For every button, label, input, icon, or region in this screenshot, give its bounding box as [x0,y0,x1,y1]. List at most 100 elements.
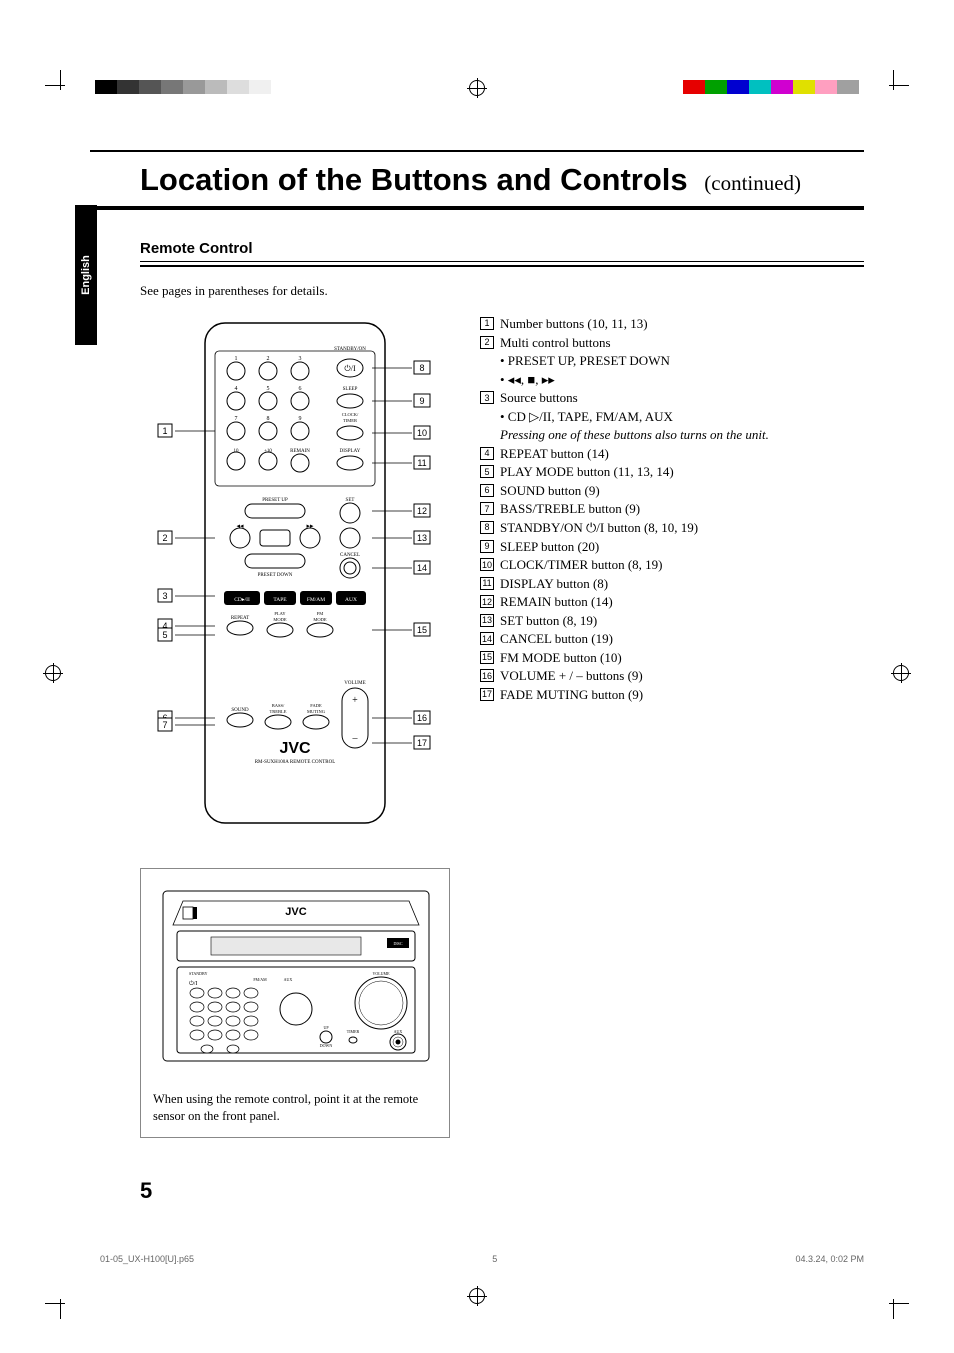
color-swatch [117,80,139,94]
page-number: 5 [140,1178,864,1204]
item-text: Source buttons [500,389,578,407]
svg-text:PRESET UP: PRESET UP [262,498,288,503]
svg-text:CD▸/II: CD▸/II [234,597,250,603]
unit-figure: JVC DISC STANDBY ⏻/I FM/AM AUX VOLUME UP… [140,868,450,1138]
svg-text:REPEAT: REPEAT [231,616,249,621]
section-rule [140,265,864,267]
unit-diagram: JVC DISC STANDBY ⏻/I FM/AM AUX VOLUME UP… [153,881,439,1081]
color-swatch [793,80,815,94]
title-bar: Location of the Buttons and Controls (co… [90,150,864,210]
svg-text:STANDBY: STANDBY [189,971,208,976]
list-item: 1Number buttons (10, 11, 13) [480,315,864,333]
footer-file: 01-05_UX-H100[U].p65 [100,1254,194,1264]
item-number: 9 [480,540,494,553]
svg-text:TAPE: TAPE [273,597,287,603]
svg-text:AUX: AUX [284,977,293,982]
svg-text:MUTING: MUTING [307,709,326,714]
crop-mark-icon [50,1284,80,1314]
svg-text:2: 2 [267,356,270,362]
color-swatch [161,80,183,94]
print-marks-top [0,40,954,100]
svg-text:3: 3 [299,356,302,362]
language-tab: English [75,205,97,345]
svg-text:SOUND: SOUND [231,708,249,713]
svg-text:JVC: JVC [279,740,311,757]
svg-text:4: 4 [235,386,238,392]
list-item: 13 SET button (8, 19) [480,612,864,630]
svg-text:PLAY: PLAY [274,611,286,616]
item-text: VOLUME + / – buttons (9) [500,667,643,685]
svg-text:14: 14 [417,563,427,573]
item-text: BASS/TREBLE button (9) [500,500,640,518]
item-number: 13 [480,614,494,627]
color-swatch [683,80,705,94]
svg-text:STANDBY/ON: STANDBY/ON [334,347,366,352]
unit-caption: When using the remote control, point it … [153,1091,437,1125]
language-label: English [80,255,92,295]
svg-text:12: 12 [417,506,427,516]
svg-text:AUX: AUX [345,597,357,603]
list-item: 4REPEAT button (14) [480,445,864,463]
item-text: PLAY MODE button (11, 13, 14) [500,463,674,481]
svg-text:⏻/I: ⏻/I [344,364,356,373]
color-swatch [227,80,249,94]
svg-text:FM/AM: FM/AM [253,977,267,982]
svg-text:10: 10 [417,428,427,438]
svg-text:9: 9 [419,396,424,406]
footer-date: 04.3.24, 0:02 PM [795,1254,864,1264]
svg-text:TREBLE: TREBLE [270,709,287,714]
svg-text:PRESET DOWN: PRESET DOWN [258,573,293,578]
svg-text:6: 6 [299,386,302,392]
svg-text:⏻/I: ⏻/I [189,980,197,987]
item-text: DISPLAY button (8) [500,575,608,593]
item-text: STANDBY/ON ⏻/I button (8, 10, 19) [500,519,698,537]
svg-text:17: 17 [417,738,427,748]
item-text: FM MODE button (10) [500,649,622,667]
svg-text:VOLUME: VOLUME [372,971,390,976]
button-list: 1Number buttons (10, 11, 13)2Multi contr… [480,313,864,838]
item-number: 14 [480,632,494,645]
list-subitem: • ◂◂, ■, ▸▸ [480,371,864,389]
svg-text:8: 8 [267,416,270,422]
list-item: 5 PLAY MODE button (11, 13, 14) [480,463,864,481]
svg-text:REMAIN: REMAIN [290,449,310,454]
content-row: 1 2 3 STANDBY/ON ⏻/I 4 5 6 SLEEP 7 8 9 C… [140,313,864,838]
grayscale-bar [95,80,293,94]
item-number: 3 [480,391,494,404]
item-number: 5 [480,465,494,478]
svg-text:FM: FM [317,611,324,616]
color-swatch [205,80,227,94]
svg-text:TIMER: TIMER [347,1029,360,1034]
list-item: 11DISPLAY button (8) [480,575,864,593]
color-swatch [183,80,205,94]
color-swatch [771,80,793,94]
list-item: 8STANDBY/ON ⏻/I button (8, 10, 19) [480,519,864,537]
item-number: 15 [480,651,494,664]
item-number: 7 [480,502,494,515]
color-swatch [249,80,271,94]
item-text: SET button (8, 19) [500,612,597,630]
footer-pg: 5 [492,1254,497,1264]
list-subitem: • CD ▷/II, TAPE, FM/AM, AUX [480,408,864,426]
subitem-text: Pressing one of these buttons also turns… [500,426,769,444]
svg-text:JVC: JVC [285,906,306,918]
subitem-text: • CD ▷/II, TAPE, FM/AM, AUX [500,408,673,426]
item-number: 17 [480,688,494,701]
svg-text:+: + [352,695,358,706]
list-item: 17FADE MUTING button (9) [480,686,864,704]
list-item: 14CANCEL button (19) [480,630,864,648]
svg-text:3: 3 [162,591,167,601]
color-swatch [749,80,771,94]
item-text: SOUND button (9) [500,482,600,500]
color-swatch [815,80,837,94]
svg-text:UP: UP [323,1025,329,1030]
svg-text:AUX: AUX [394,1029,403,1034]
subitem-text: • PRESET UP, PRESET DOWN [500,352,670,370]
color-swatch [837,80,859,94]
color-swatch [705,80,727,94]
item-number: 1 [480,317,494,330]
svg-text:13: 13 [417,533,427,543]
svg-text:7: 7 [162,720,167,730]
list-subitem: • PRESET UP, PRESET DOWN [480,352,864,370]
list-item: 12REMAIN button (14) [480,593,864,611]
